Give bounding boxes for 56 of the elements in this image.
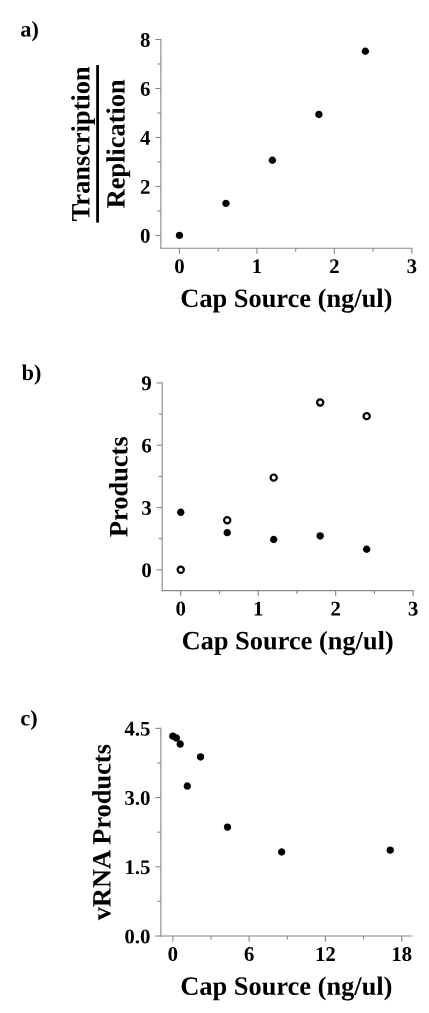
point bbox=[315, 110, 323, 119]
x-axis-title: Cap Source (ng/ul) bbox=[181, 976, 392, 1001]
chart-title: b) bbox=[21, 364, 41, 385]
point bbox=[315, 398, 325, 407]
point bbox=[386, 846, 394, 854]
point bbox=[362, 411, 371, 421]
point bbox=[268, 156, 277, 164]
point bbox=[176, 740, 184, 748]
y-tick-label: 4 bbox=[140, 130, 151, 145]
point bbox=[277, 848, 286, 856]
point bbox=[175, 231, 184, 240]
chart-title: a) bbox=[21, 21, 38, 42]
point bbox=[177, 508, 185, 516]
chart-title: c) bbox=[21, 709, 37, 731]
x-tick-label: 3 bbox=[408, 601, 418, 616]
x-tick-label: 6 bbox=[244, 947, 254, 962]
point bbox=[172, 734, 181, 742]
x-axis-title: Cap Source (ng/ul) bbox=[181, 288, 392, 313]
x-tick-label: 0 bbox=[175, 259, 184, 274]
y-tick-label: 8 bbox=[140, 32, 150, 47]
y-tick-label: 4.5 bbox=[124, 721, 150, 736]
y-tick-label: 0 bbox=[140, 228, 150, 243]
x-tick-label: 2 bbox=[330, 259, 339, 274]
point bbox=[223, 823, 232, 831]
y-axis-title: Products bbox=[109, 437, 128, 537]
point bbox=[361, 47, 370, 55]
point bbox=[362, 545, 371, 553]
y-tick-label: 0.0 bbox=[125, 929, 150, 944]
y-axis-title: vRNA Products bbox=[92, 744, 111, 921]
y-tick-label: 1.5 bbox=[126, 860, 150, 875]
y-tick-label: 2 bbox=[140, 179, 150, 194]
point bbox=[222, 199, 230, 208]
x-axis-title: Cap Source (ng/ul) bbox=[182, 631, 393, 656]
point bbox=[176, 565, 185, 575]
x-tick-label: 2 bbox=[331, 601, 340, 616]
x-tick-label: 18 bbox=[392, 947, 412, 962]
point bbox=[316, 532, 324, 540]
point bbox=[270, 535, 278, 544]
x-tick-label: 0 bbox=[168, 947, 178, 962]
point bbox=[223, 515, 232, 525]
y-axis-title: Transcription Replication bbox=[71, 66, 131, 221]
y-tick-label: 0 bbox=[142, 563, 151, 578]
point bbox=[196, 753, 205, 761]
point bbox=[269, 473, 278, 482]
y-tick-label: 9 bbox=[141, 376, 151, 391]
x-tick-label: 1 bbox=[253, 259, 262, 274]
y-tick-label: 6 bbox=[140, 81, 150, 96]
y-tick-label: 3.0 bbox=[125, 790, 150, 806]
x-tick-label: 3 bbox=[407, 259, 417, 274]
x-tick-label: 12 bbox=[316, 947, 335, 961]
y-tick-label: 3 bbox=[142, 500, 152, 515]
x-tick-label: 1 bbox=[254, 601, 263, 616]
y-tick-label: 6 bbox=[142, 438, 152, 453]
point bbox=[223, 528, 231, 537]
x-tick-label: 0 bbox=[176, 601, 186, 616]
point bbox=[183, 782, 191, 790]
